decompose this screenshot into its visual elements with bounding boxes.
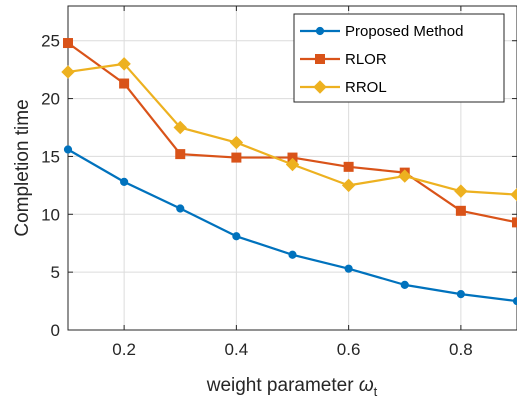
- y-tick-label: 10: [41, 205, 60, 224]
- legend-item: Proposed Method: [300, 23, 463, 40]
- legend-marker: [315, 54, 325, 64]
- x-axis-label: weight parameter ωt: [206, 375, 378, 399]
- data-point: [398, 169, 412, 183]
- y-tick-label: 25: [41, 32, 60, 51]
- data-point: [344, 264, 353, 273]
- data-point: [176, 204, 185, 213]
- data-point: [454, 184, 468, 198]
- data-point: [341, 178, 356, 193]
- axis-ticks: 0.2 0.4 0.6 0.8 0 5 10 15 20 25: [41, 6, 517, 359]
- legend-marker: [313, 80, 327, 94]
- y-tick-label: 5: [51, 263, 60, 282]
- data-point: [512, 296, 517, 306]
- data-point: [173, 120, 187, 135]
- legend-marker: [315, 26, 325, 36]
- legend-label: RROL: [345, 79, 387, 96]
- data-point: [231, 152, 242, 163]
- legend-label: RLOR: [345, 51, 387, 68]
- data-point: [510, 187, 517, 202]
- data-point: [456, 290, 465, 299]
- legend-label: Proposed Method: [345, 23, 463, 40]
- series-1: [63, 145, 517, 306]
- series-line: [67, 148, 517, 303]
- series-3: [61, 57, 517, 202]
- y-axis-label: Completion time: [12, 99, 33, 236]
- plot-area: [67, 5, 517, 331]
- data-point: [63, 38, 73, 49]
- legend-items: Proposed Method RLOR RROL: [300, 23, 463, 96]
- data-point: [400, 280, 409, 289]
- legend: Proposed Method RLOR RROL: [293, 13, 505, 103]
- data-point: [232, 232, 241, 241]
- data-point: [120, 177, 129, 186]
- data-point: [343, 161, 354, 172]
- series: [61, 38, 517, 306]
- data-point: [229, 135, 244, 150]
- x-tick-label: 0.8: [449, 340, 473, 359]
- data-point: [61, 65, 75, 79]
- data-point: [63, 145, 73, 154]
- y-tick-label: 15: [41, 147, 60, 166]
- x-tick-label: 0.6: [337, 340, 361, 359]
- y-tick-label: 0: [51, 321, 60, 340]
- x-axis-subscript: t: [374, 384, 378, 399]
- x-axis-symbol: ω: [359, 375, 374, 396]
- data-point: [512, 217, 517, 228]
- data-point: [175, 149, 186, 160]
- legend-item: RROL: [300, 79, 387, 96]
- data-point: [455, 205, 466, 216]
- data-point: [119, 78, 130, 89]
- x-tick-label: 0.2: [112, 340, 136, 359]
- y-tick-label: 20: [41, 90, 60, 109]
- x-axis-label-text: weight parameter: [206, 375, 354, 396]
- data-point: [285, 157, 300, 172]
- data-point: [288, 250, 297, 259]
- legend-item: RLOR: [300, 51, 387, 68]
- data-point: [117, 57, 131, 71]
- x-tick-label: 0.4: [225, 340, 249, 359]
